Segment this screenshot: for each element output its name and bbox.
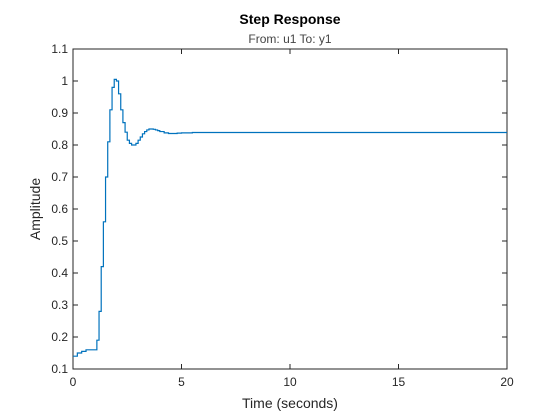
x-tick-label: 0 [70,375,77,389]
x-tick-label: 5 [178,375,185,389]
y-tick-label: 0.2 [51,330,68,344]
series-layer [73,78,507,357]
y-tick-label: 0.3 [51,298,68,312]
y-tick-label: 0.6 [51,202,68,216]
y-tick-label: 0.4 [51,266,68,280]
y-tick-label: 1.1 [51,42,68,56]
chart-title: Step Response [239,11,340,27]
y-tick-label: 0.9 [51,106,68,120]
y-tick-label: 1 [61,74,68,88]
y-tick-label: 0.5 [51,234,68,248]
y-tick-label: 0.7 [51,170,68,184]
y-tick-label: 0.8 [51,138,68,152]
x-tick-label: 20 [500,375,514,389]
chart-subtitle: From: u1 To: y1 [248,32,331,46]
x-axis-label: Time (seconds) [242,395,338,411]
axis-ticks: 0 5 10 15 20 0.1 0.2 0.3 0.4 0.5 0.6 0.7 0.8 0.9 1 1.1 [51,42,514,389]
plot-area [72,48,508,370]
step-response-line [73,78,507,357]
y-axis-label: Amplitude [27,178,43,240]
x-tick-label: 15 [392,375,406,389]
x-tick-label: 10 [283,375,297,389]
y-tick-label: 0.1 [51,362,68,376]
